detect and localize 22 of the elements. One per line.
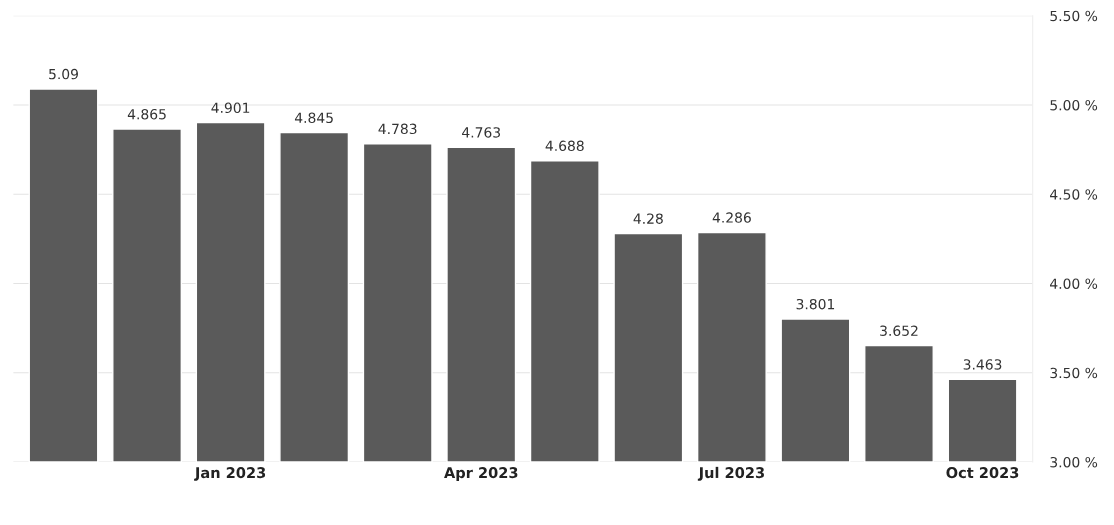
- data-label: 3.652: [880, 325, 918, 336]
- data-label: 4.28: [633, 213, 663, 224]
- data-label: 4.901: [211, 102, 250, 114]
- y-tick-label: 4.00 %: [1050, 278, 1098, 289]
- x-tick-label: Apr 2023: [444, 467, 518, 481]
- data-label: 4.286: [712, 212, 751, 223]
- data-label: 3.801: [796, 298, 835, 310]
- y-tick-label: 5.00 %: [1050, 99, 1098, 111]
- x-tick-label: Oct 2023: [946, 467, 1019, 479]
- y-tick-label: 5.50 %: [1050, 10, 1098, 22]
- data-label: 3.463: [963, 359, 1002, 370]
- y-tick-label: 3.50 %: [1050, 367, 1098, 379]
- data-label: 4.865: [127, 108, 166, 120]
- y-tick-label: 3.00 %: [1050, 456, 1098, 468]
- data-label: 5.09: [49, 68, 78, 80]
- data-label: 4.845: [294, 112, 333, 124]
- y-tick-label: 4.50 %: [1050, 189, 1098, 200]
- x-tick-label: Jan 2023: [194, 467, 266, 481]
- data-label: 4.783: [378, 123, 417, 135]
- x-tick-label: Jul 2023: [697, 466, 764, 481]
- data-label: 4.688: [545, 140, 584, 152]
- data-label: 4.763: [462, 127, 501, 138]
